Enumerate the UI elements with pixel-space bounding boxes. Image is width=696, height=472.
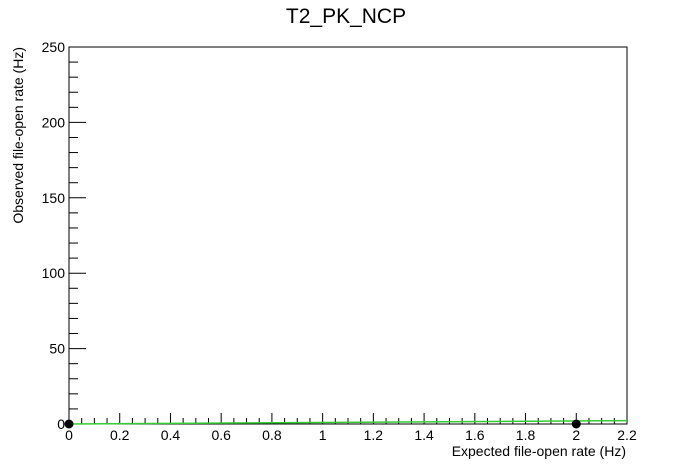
x-tick-label: 0.8 [262, 427, 282, 443]
y-tick-label: 200 [42, 114, 66, 130]
y-axis-title: Observed file-open rate (Hz) [10, 47, 26, 224]
x-axis-tick-labels: 0 0.2 0.4 0.6 0.8 1 1.2 1.4 1.6 1.8 2 2.2 [65, 427, 637, 443]
y-axis-tick-labels: 0 50 100 150 200 250 [42, 39, 66, 432]
chart-title: T2_PK_NCP [286, 5, 406, 28]
x-tick-label: 1 [319, 427, 327, 443]
y-tick-label: 50 [49, 341, 65, 357]
x-tick-label: 2 [572, 427, 580, 443]
y-tick-label: 150 [42, 190, 66, 206]
x-tick-label: 1.6 [465, 427, 485, 443]
y-tick-label: 100 [42, 265, 66, 281]
y-axis-ticks [69, 46, 86, 425]
x-tick-label: 1.8 [516, 427, 536, 443]
series-line [68, 419, 628, 425]
x-tick-label: 0 [65, 427, 73, 443]
y-tick-label: 0 [57, 416, 65, 432]
y-tick-label: 250 [42, 39, 66, 55]
x-tick-label: 0.4 [161, 427, 181, 443]
plot-frame [68, 46, 628, 425]
x-tick-label: 2.2 [617, 427, 637, 443]
data-point [571, 419, 581, 429]
data-point [64, 419, 74, 429]
x-tick-label: 1.2 [364, 427, 384, 443]
x-tick-label: 0.6 [211, 427, 231, 443]
x-axis-title: Expected file-open rate (Hz) [452, 443, 626, 459]
x-tick-label: 1.4 [414, 427, 434, 443]
x-tick-label: 0.2 [110, 427, 130, 443]
series-layer [64, 419, 628, 429]
